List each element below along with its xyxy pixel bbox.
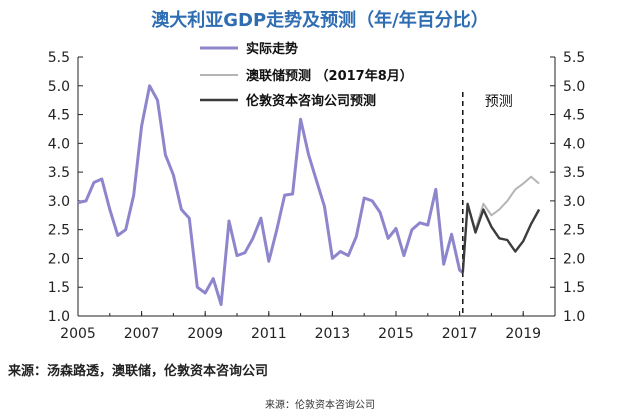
y-tick-label-right: 5.5 bbox=[563, 50, 585, 66]
y-tick-label-left: 4.5 bbox=[48, 108, 70, 124]
y-tick-label-left: 3.0 bbox=[48, 194, 70, 210]
x-tick-label: 2013 bbox=[315, 326, 351, 342]
series-line-3 bbox=[461, 202, 541, 273]
legend-label-1: 实际走势 bbox=[246, 41, 298, 57]
forecast-label: 预测 bbox=[485, 94, 513, 110]
y-tick-label-left: 2.5 bbox=[48, 223, 70, 239]
legend-label-2: 澳联储预测 （2017年8月） bbox=[246, 68, 413, 84]
source-note: 来源：汤森路透，澳联储，伦敦资本咨询公司 bbox=[8, 364, 269, 379]
legend-label-3: 伦敦资本咨询公司预测 bbox=[246, 93, 376, 109]
y-tick-label-left: 5.0 bbox=[48, 79, 70, 95]
line-chart: 1.0 1.0 1.5 1.5 2.0 2.0 2.5 2.5 3.0 3.0 3.5 3.5 4.0 4… bbox=[48, 41, 586, 342]
y-tick-label-left: 1.0 bbox=[48, 309, 70, 325]
series-line-1 bbox=[77, 84, 464, 306]
x-tick-label: 2015 bbox=[378, 326, 414, 342]
y-tick-label-left: 3.5 bbox=[48, 165, 70, 181]
y-tick-label-left: 4.0 bbox=[48, 136, 70, 152]
y-tick-label-right: 1.0 bbox=[563, 309, 585, 325]
y-tick-label-right: 3.0 bbox=[563, 194, 585, 210]
x-tick-label: 2009 bbox=[187, 326, 223, 342]
chart-title: 澳大利亚GDP走势及预测（年/年百分比） bbox=[151, 10, 489, 31]
y-tick-label-right: 2.0 bbox=[563, 251, 585, 267]
y-tick-label-left: 2.0 bbox=[48, 251, 70, 267]
y-tick-label-left: 1.5 bbox=[48, 280, 70, 296]
source-footer: 来源：伦敦资本咨询公司 bbox=[265, 400, 375, 411]
x-tick-label: 2017 bbox=[442, 326, 478, 342]
y-tick-label-right: 4.0 bbox=[563, 136, 585, 152]
y-tick-label-right: 5.0 bbox=[563, 79, 585, 95]
x-tick-label: 2005 bbox=[60, 326, 96, 342]
y-tick-label-left: 5.5 bbox=[48, 50, 70, 66]
y-tick-label-right: 4.5 bbox=[563, 108, 585, 124]
y-tick-label-right: 1.5 bbox=[563, 280, 585, 296]
y-tick-label-right: 3.5 bbox=[563, 165, 585, 181]
x-tick-label: 2019 bbox=[505, 326, 541, 342]
x-tick-label: 2011 bbox=[251, 326, 287, 342]
x-tick-label: 2007 bbox=[124, 326, 160, 342]
y-tick-label-right: 2.5 bbox=[563, 223, 585, 239]
